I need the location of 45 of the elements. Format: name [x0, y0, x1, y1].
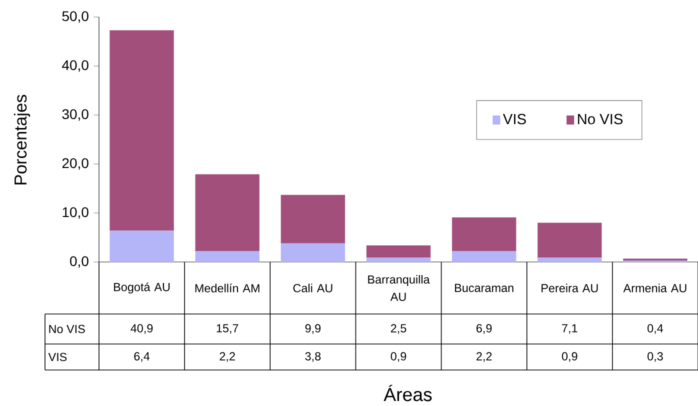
legend-label: No VIS — [578, 114, 623, 124]
y-tick-label: 40,0 — [62, 60, 88, 72]
data-label: 2,2 — [220, 352, 235, 362]
bar — [452, 251, 516, 262]
text: No VIS — [49, 324, 85, 334]
x-tick-label: Armenia AU — [623, 284, 686, 292]
data-label: 0,9 — [562, 352, 578, 362]
bar — [195, 174, 260, 252]
data-label: 0,9 — [390, 352, 406, 362]
x-tick-label: Barranquilla AU — [368, 275, 430, 301]
data-label: 2,5 — [390, 324, 406, 334]
bar — [366, 245, 431, 258]
bar — [280, 194, 346, 244]
bar — [280, 243, 346, 262]
y-tick-label: 50,0 — [62, 11, 88, 23]
bar — [452, 217, 516, 252]
data-label: 0,4 — [648, 324, 664, 334]
x-tick-label: Pereira AU — [542, 284, 598, 292]
y-tick-label: 30,0 — [62, 109, 88, 121]
data-label: 6,4 — [134, 352, 150, 362]
bar — [366, 258, 431, 262]
data-label: 0,3 — [648, 352, 663, 362]
y-tick-label: 20,0 — [62, 158, 88, 170]
y-tick-label: 10,0 — [62, 207, 88, 219]
data-label: 2,2 — [476, 352, 492, 362]
data-label: 15,7 — [216, 324, 238, 334]
text: VIS — [48, 352, 67, 362]
bar — [110, 230, 174, 262]
y-axis-title: Porcentajes — [14, 94, 30, 184]
data-label: 6,9 — [476, 324, 492, 334]
bar — [110, 30, 174, 231]
bar — [538, 222, 602, 258]
data-label: 7,1 — [562, 324, 578, 334]
x-tick-label: Medellín AM — [195, 284, 260, 292]
data-label: 9,9 — [305, 324, 321, 334]
data-label: 3,8 — [305, 352, 321, 362]
bar — [538, 258, 602, 262]
bar — [195, 251, 260, 262]
x-tick-label: Bogotá AU — [114, 282, 170, 294]
data-label: 40,9 — [130, 324, 153, 334]
x-axis-title: Áreas — [384, 384, 432, 402]
x-tick-label: Cali AU — [293, 284, 332, 292]
legend-label: VIS — [502, 114, 526, 124]
x-tick-label: Bucaraman — [455, 284, 514, 292]
y-tick-label: 0,0 — [70, 256, 88, 268]
